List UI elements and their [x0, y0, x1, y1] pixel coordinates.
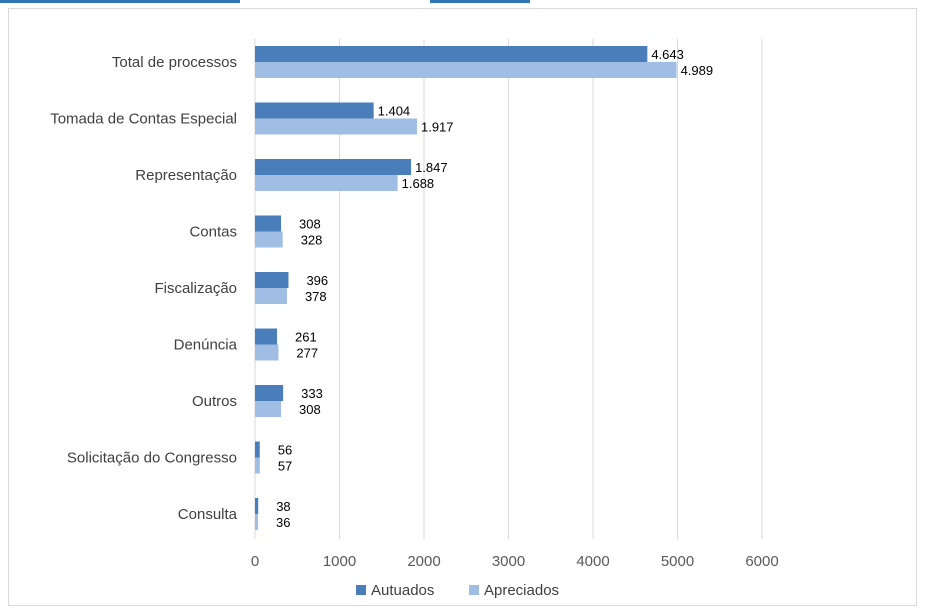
x-axis-ticks: 0 1000 2000 3000 4000 5000 6000: [251, 553, 779, 570]
bar-apreciados: [255, 118, 417, 135]
x-tick-label: 2000: [407, 553, 440, 570]
data-label-autuados: 4.643: [651, 47, 684, 62]
data-label-autuados: 38: [276, 499, 290, 514]
data-label-apreciados: 308: [299, 402, 321, 417]
x-tick-label: 5000: [661, 553, 694, 570]
bars: [255, 46, 677, 530]
category-label: Representação: [135, 167, 237, 184]
bar-apreciados: [255, 344, 279, 361]
bar-apreciados: [255, 62, 677, 78]
category-label: Denúncia: [174, 337, 238, 354]
data-label-apreciados: 1.917: [421, 120, 454, 135]
bar-apreciados: [255, 401, 282, 417]
category-label: Contas: [189, 224, 237, 241]
title-fragment: [0, 0, 240, 3]
bar-apreciados: [255, 288, 287, 304]
title-fragment: [430, 0, 530, 3]
bar-autuados: [255, 385, 284, 401]
data-label-apreciados: 57: [278, 459, 292, 474]
x-tick-label: 6000: [745, 553, 778, 570]
chart-frame: Total de processos Tomada de Contas Espec…: [8, 8, 917, 606]
legend-swatch-autuados: [356, 585, 366, 595]
x-tick-label: 3000: [492, 553, 525, 570]
bar-chart: Total de processos Tomada de Contas Espec…: [50, 39, 779, 599]
data-label-apreciados: 378: [305, 289, 327, 304]
bar-autuados: [255, 102, 374, 119]
data-label-apreciados: 4.989: [681, 63, 714, 78]
bar-autuados: [255, 441, 260, 458]
data-label-autuados: 261: [295, 330, 317, 345]
bar-autuados: [255, 272, 289, 288]
category-label: Tomada de Contas Especial: [50, 111, 237, 128]
bar-autuados: [255, 46, 648, 62]
category-label: Total de processos: [112, 54, 237, 71]
data-label-autuados: 308: [299, 217, 321, 232]
data-label-apreciados: 328: [301, 233, 323, 248]
category-label: Solicitação do Congresso: [67, 450, 237, 467]
data-label-apreciados: 277: [296, 346, 318, 361]
category-label: Fiscalização: [154, 280, 237, 297]
data-label-autuados: 1.404: [378, 104, 411, 119]
data-label-autuados: 333: [301, 386, 323, 401]
x-tick-label: 0: [251, 553, 259, 570]
category-label: Outros: [192, 393, 237, 410]
data-label-apreciados: 36: [276, 515, 290, 530]
x-tick-label: 1000: [323, 553, 356, 570]
bar-apreciados: [255, 457, 260, 474]
data-labels: 4.6434.9891.4041.9171.8471.6883083283963…: [276, 47, 713, 530]
legend-label-autuados: Autuados: [371, 582, 434, 599]
bar-autuados: [255, 215, 282, 232]
bar-autuados: [255, 498, 259, 514]
bar-apreciados: [255, 175, 398, 191]
data-label-autuados: 56: [278, 443, 292, 458]
data-label-autuados: 396: [306, 273, 328, 288]
header-title-strip: [0, 0, 925, 8]
data-label-apreciados: 1.688: [402, 176, 435, 191]
bar-apreciados: [255, 514, 259, 530]
legend-label-apreciados: Apreciados: [484, 582, 559, 599]
category-labels: Total de processos Tomada de Contas Espec…: [50, 54, 237, 523]
category-label: Consulta: [178, 506, 238, 523]
bar-apreciados: [255, 231, 283, 248]
bar-autuados: [255, 159, 412, 175]
legend-swatch-apreciados: [469, 585, 479, 595]
legend: Autuados Apreciados: [356, 582, 559, 599]
x-tick-label: 4000: [576, 553, 609, 570]
data-label-autuados: 1.847: [415, 160, 448, 175]
bar-autuados: [255, 328, 278, 345]
